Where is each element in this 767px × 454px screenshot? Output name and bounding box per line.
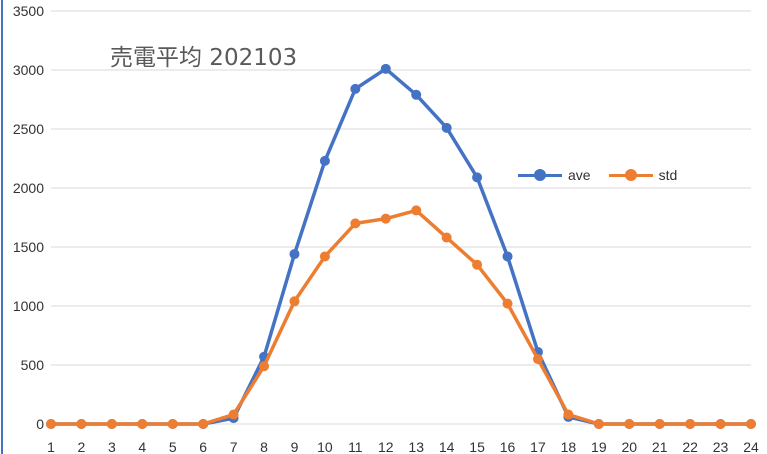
legend-item-ave: ave [518, 165, 591, 185]
data-point-std [472, 259, 483, 270]
y-tick-label: 1500 [13, 239, 44, 255]
data-point-std [654, 419, 665, 429]
x-tick-label: 18 [561, 439, 577, 454]
x-tick-label: 6 [199, 439, 207, 454]
legend-label-ave: ave [568, 167, 591, 183]
data-point-std [532, 354, 543, 365]
data-point-std [380, 213, 391, 224]
legend-label-std: std [658, 167, 678, 183]
x-tick-label: 23 [713, 439, 729, 454]
data-point-ave [502, 251, 513, 262]
x-tick-label: 7 [230, 439, 238, 454]
x-tick-label: 14 [439, 439, 455, 454]
x-tick-label: 9 [291, 439, 299, 454]
data-point-ave [319, 155, 330, 166]
y-tick-label: 3500 [13, 3, 44, 19]
x-tick-label: 19 [591, 439, 607, 454]
data-point-std [685, 419, 696, 429]
data-point-std [46, 419, 56, 429]
x-tick-label: 3 [108, 439, 116, 454]
data-point-std [289, 296, 300, 307]
series-line-std [49, 208, 753, 426]
x-tick-label: 16 [500, 439, 516, 454]
y-tick-label: 500 [21, 357, 45, 373]
data-point-ave [411, 89, 422, 100]
x-tick-label: 12 [378, 439, 394, 454]
x-tick-label: 22 [682, 439, 698, 454]
legend-item-std: std [608, 165, 678, 185]
data-point-std [76, 419, 87, 429]
legend-swatch-ave [518, 165, 562, 185]
data-point-ave [380, 63, 391, 74]
data-point-std [715, 419, 726, 429]
data-point-ave [289, 249, 300, 260]
series-line-ave [49, 67, 753, 426]
y-tick-label: 2500 [13, 121, 44, 137]
data-point-std [411, 205, 422, 216]
x-tick-label: 8 [260, 439, 268, 454]
data-point-std [106, 419, 117, 429]
data-point-std [228, 409, 239, 420]
legend: ave std [518, 165, 677, 185]
x-tick-label: 21 [652, 439, 668, 454]
chart-title: 売電平均 202103 [110, 45, 298, 71]
data-point-std [319, 251, 330, 262]
y-tick-label: 1000 [13, 298, 44, 314]
y-tick-label: 3000 [13, 62, 44, 78]
data-point-ave [441, 122, 452, 133]
data-point-std [167, 419, 178, 429]
y-tick-label: 2000 [13, 180, 44, 196]
data-point-std [441, 232, 452, 243]
data-point-std [563, 409, 574, 420]
data-point-std [137, 419, 148, 429]
data-point-std [746, 419, 756, 429]
x-tick-label: 15 [469, 439, 485, 454]
x-tick-label: 11 [348, 439, 363, 454]
data-point-std [350, 218, 361, 229]
x-tick-label: 13 [408, 439, 424, 454]
x-tick-label: 10 [317, 439, 333, 454]
x-tick-label: 20 [621, 439, 637, 454]
data-point-std [593, 419, 604, 429]
x-tick-label: 2 [78, 439, 86, 454]
data-point-std [259, 361, 270, 372]
data-point-ave [472, 172, 483, 183]
x-tick-label: 5 [169, 439, 177, 454]
data-point-std [502, 298, 513, 309]
data-point-std [198, 419, 209, 429]
x-tick-label: 4 [138, 439, 146, 454]
x-tick-label: 1 [47, 439, 55, 454]
data-point-ave [350, 83, 361, 94]
data-point-std [624, 419, 635, 429]
x-tick-label: 24 [743, 439, 759, 454]
legend-swatch-std [608, 165, 653, 185]
x-tick-label: 17 [530, 439, 546, 454]
y-tick-label: 0 [36, 416, 44, 432]
